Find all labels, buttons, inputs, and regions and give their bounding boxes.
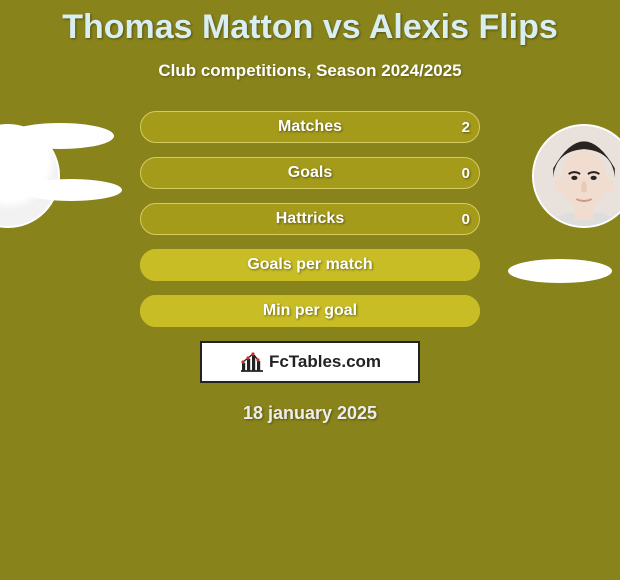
bar-label: Matches — [140, 111, 480, 143]
logo-text: FcTables.com — [269, 352, 381, 372]
bar-value-right: 0 — [452, 203, 480, 235]
bar-value-right: 2 — [452, 111, 480, 143]
fctables-logo: FcTables.com — [200, 341, 420, 383]
stat-row: Min per goal — [140, 295, 480, 327]
stat-bars: Matches2Goals0Hattricks0Goals per matchM… — [0, 111, 620, 327]
bar-value-right: 0 — [452, 157, 480, 189]
bar-label: Hattricks — [140, 203, 480, 235]
bar-label: Goals per match — [140, 249, 480, 281]
comparison-card: Thomas Matton vs Alexis Flips Club compe… — [0, 0, 620, 580]
bar-label: Goals — [140, 157, 480, 189]
stat-row: Goals0 — [140, 157, 480, 189]
subtitle: Club competitions, Season 2024/2025 — [0, 61, 620, 81]
snapshot-date: 18 january 2025 — [0, 403, 620, 424]
bar-chart-icon — [239, 351, 265, 373]
stat-row: Hattricks0 — [140, 203, 480, 235]
page-title: Thomas Matton vs Alexis Flips — [0, 0, 620, 47]
stat-row: Goals per match — [140, 249, 480, 281]
stat-row: Matches2 — [140, 111, 480, 143]
bar-label: Min per goal — [140, 295, 480, 327]
